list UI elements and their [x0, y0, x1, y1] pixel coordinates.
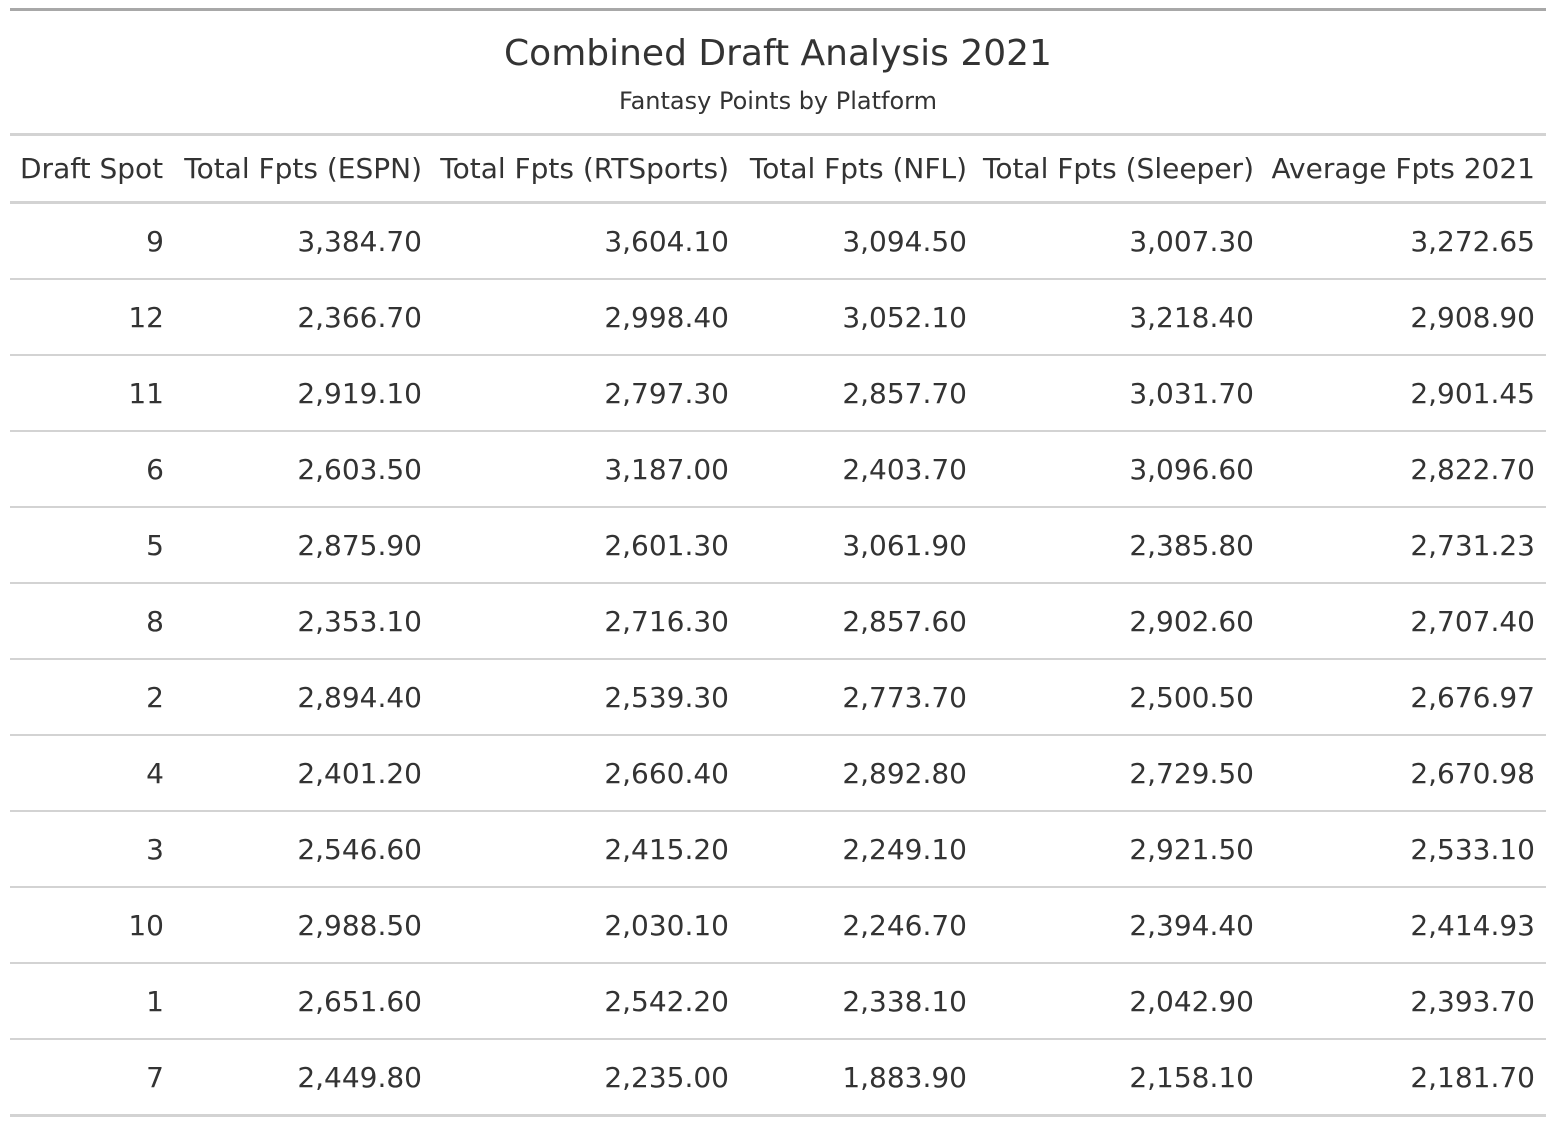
table-title: Combined Draft Analysis 2021	[504, 33, 1052, 74]
table-row: 9 3,384.70 3,604.10 3,094.50 3,007.30 3,272.6…	[10, 203, 1546, 280]
cell-draft-spot: 3	[10, 810, 175, 887]
column-header-nfl: Total Fpts (NFL)	[740, 136, 978, 204]
cell-sleeper: 3,096.60	[978, 430, 1265, 507]
cell-average: 2,181.70	[1265, 1038, 1546, 1117]
data-table: Draft Spot Total Fpts (ESPN) Total Fpts …	[10, 136, 1546, 1117]
cell-nfl: 2,857.70	[740, 354, 978, 431]
cell-average: 2,731.23	[1265, 506, 1546, 583]
cell-sleeper: 2,385.80	[978, 506, 1265, 583]
cell-espn: 2,449.80	[175, 1038, 433, 1117]
cell-sleeper: 2,729.50	[978, 734, 1265, 811]
cell-nfl: 2,249.10	[740, 810, 978, 887]
cell-espn: 2,875.90	[175, 506, 433, 583]
cell-sleeper: 3,007.30	[1129, 224, 1254, 258]
cell-sleeper: 3,031.70	[978, 354, 1265, 431]
cell-rtsports: 2,797.30	[433, 354, 740, 431]
cell-sleeper: 2,500.50	[978, 658, 1265, 735]
cell-espn: 2,603.50	[175, 430, 433, 507]
table-body: 9 3,384.70 3,604.10 3,094.50 3,007.30 3,272.6…	[10, 203, 1546, 1117]
cell-average: 2,822.70	[1265, 430, 1546, 507]
cell-sleeper: 2,042.90	[978, 962, 1265, 1039]
column-header-espn: Total Fpts (ESPN)	[175, 136, 433, 204]
cell-average: 3,272.65	[1410, 224, 1535, 258]
cell-nfl: 3,094.50	[842, 224, 967, 258]
table-row: 6 2,603.50 3,187.00 2,403.70 3,096.60 2,822.7…	[10, 430, 1546, 507]
cell-average: 2,533.10	[1265, 810, 1546, 887]
cell-sleeper: 2,921.50	[978, 810, 1265, 887]
cell-average: 2,908.90	[1265, 278, 1546, 355]
cell-espn: 2,366.70	[175, 278, 433, 355]
cell-rtsports: 2,601.30	[433, 506, 740, 583]
cell-sleeper: 2,158.10	[978, 1038, 1265, 1117]
cell-draft-spot: 1	[10, 962, 175, 1039]
cell-nfl: 2,857.60	[740, 582, 978, 659]
cell-rtsports: 2,660.40	[433, 734, 740, 811]
cell-average: 2,414.93	[1265, 886, 1546, 963]
cell-sleeper: 2,394.40	[978, 886, 1265, 963]
cell-espn: 2,894.40	[175, 658, 433, 735]
cell-average: 2,901.45	[1265, 354, 1546, 431]
cell-nfl: 3,061.90	[740, 506, 978, 583]
cell-rtsports: 2,542.20	[433, 962, 740, 1039]
cell-espn: 2,651.60	[175, 962, 433, 1039]
cell-average: 2,676.97	[1265, 658, 1546, 735]
table-row: 11 2,919.10 2,797.30 2,857.70 3,031.70 2,901.…	[10, 354, 1546, 431]
header-row: Draft Spot Total Fpts (ESPN) Total Fpts …	[10, 136, 1546, 204]
cell-rtsports: 2,998.40	[433, 278, 740, 355]
cell-draft-spot: 9	[146, 224, 164, 258]
column-header-draft-spot: Draft Spot	[10, 136, 175, 204]
cell-draft-spot: 12	[10, 278, 175, 355]
cell-nfl: 3,052.10	[740, 278, 978, 355]
table-row: 2 2,894.40 2,539.30 2,773.70 2,500.50 2,676.9…	[10, 658, 1546, 735]
table-subtitle: Fantasy Points by Platform	[619, 87, 937, 115]
cell-rtsports: 2,539.30	[433, 658, 740, 735]
cell-draft-spot: 10	[10, 886, 175, 963]
draft-analysis-table-container: Combined Draft Analysis 2021 Fantasy Poi…	[10, 8, 1546, 1117]
cell-espn: 3,384.70	[297, 224, 422, 258]
cell-sleeper: 3,218.40	[978, 278, 1265, 355]
cell-espn: 2,401.20	[175, 734, 433, 811]
table-row: 8 2,353.10 2,716.30 2,857.60 2,902.60 2,707.4…	[10, 582, 1546, 659]
cell-draft-spot: 4	[10, 734, 175, 811]
cell-draft-spot: 5	[10, 506, 175, 583]
cell-nfl: 2,403.70	[740, 430, 978, 507]
cell-rtsports: 3,604.10	[604, 224, 729, 258]
table-row: 5 2,875.90 2,601.30 3,061.90 2,385.80 2,731.2…	[10, 506, 1546, 583]
table-row: 1 2,651.60 2,542.20 2,338.10 2,042.90 2,393.7…	[10, 962, 1546, 1039]
cell-espn: 2,353.10	[175, 582, 433, 659]
table-row: 12 2,366.70 2,998.40 3,052.10 3,218.40 2,908.…	[10, 278, 1546, 355]
cell-draft-spot: 11	[10, 354, 175, 431]
table-row: 3 2,546.60 2,415.20 2,249.10 2,921.50 2,533.1…	[10, 810, 1546, 887]
cell-rtsports: 2,716.30	[433, 582, 740, 659]
cell-rtsports: 2,030.10	[433, 886, 740, 963]
cell-nfl: 1,883.90	[740, 1038, 978, 1117]
cell-average: 2,707.40	[1265, 582, 1546, 659]
cell-nfl: 2,246.70	[740, 886, 978, 963]
cell-average: 2,393.70	[1265, 962, 1546, 1039]
header-rule	[10, 133, 1546, 136]
cell-draft-spot: 6	[10, 430, 175, 507]
cell-rtsports: 3,187.00	[433, 430, 740, 507]
cell-sleeper: 2,902.60	[978, 582, 1265, 659]
column-header-average: Average Fpts 2021	[1265, 136, 1546, 204]
table-row: 10 2,988.50 2,030.10 2,246.70 2,394.40 2,414.…	[10, 886, 1546, 963]
cell-draft-spot: 7	[10, 1038, 175, 1117]
cell-nfl: 2,773.70	[740, 658, 978, 735]
cell-nfl: 2,892.80	[740, 734, 978, 811]
cell-draft-spot: 8	[10, 582, 175, 659]
cell-nfl: 2,338.10	[740, 962, 978, 1039]
cell-espn: 2,919.10	[175, 354, 433, 431]
column-header-sleeper: Total Fpts (Sleeper)	[978, 136, 1265, 204]
table-row: 4 2,401.20 2,660.40 2,892.80 2,729.50 2,670.9…	[10, 734, 1546, 811]
cell-rtsports: 2,415.20	[433, 810, 740, 887]
cell-espn: 2,988.50	[175, 886, 433, 963]
column-header-rtsports: Total Fpts (RTSports)	[433, 136, 740, 204]
cell-draft-spot: 2	[10, 658, 175, 735]
cell-rtsports: 2,235.00	[433, 1038, 740, 1117]
cell-average: 2,670.98	[1265, 734, 1546, 811]
cell-espn: 2,546.60	[175, 810, 433, 887]
table-row: 7 2,449.80 2,235.00 1,883.90 2,158.10 2,181.7…	[10, 1038, 1546, 1117]
top-rule	[10, 8, 1546, 11]
